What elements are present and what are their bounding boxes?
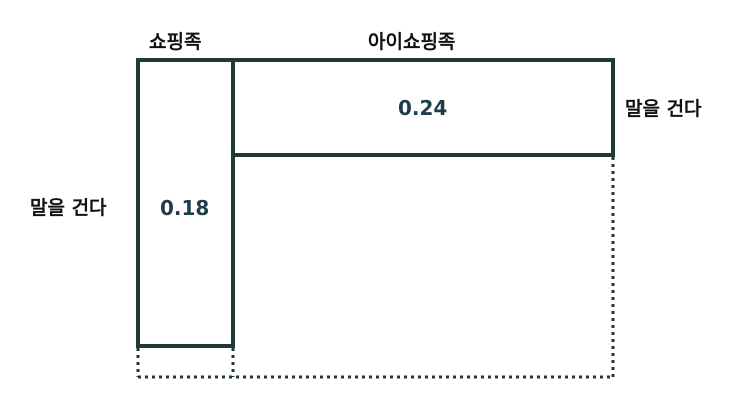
left-column-value: 0.18 — [160, 196, 210, 220]
row-label-right: 말을 건다 — [625, 98, 702, 120]
left-column-box — [136, 58, 235, 348]
top-row-value: 0.24 — [398, 96, 448, 120]
top-row-box — [231, 58, 615, 157]
column-label-shoppers: 쇼핑족 — [149, 31, 202, 53]
row-label-left: 말을 건다 — [30, 197, 107, 219]
column-label-window-shoppers: 아이쇼핑족 — [368, 31, 456, 53]
